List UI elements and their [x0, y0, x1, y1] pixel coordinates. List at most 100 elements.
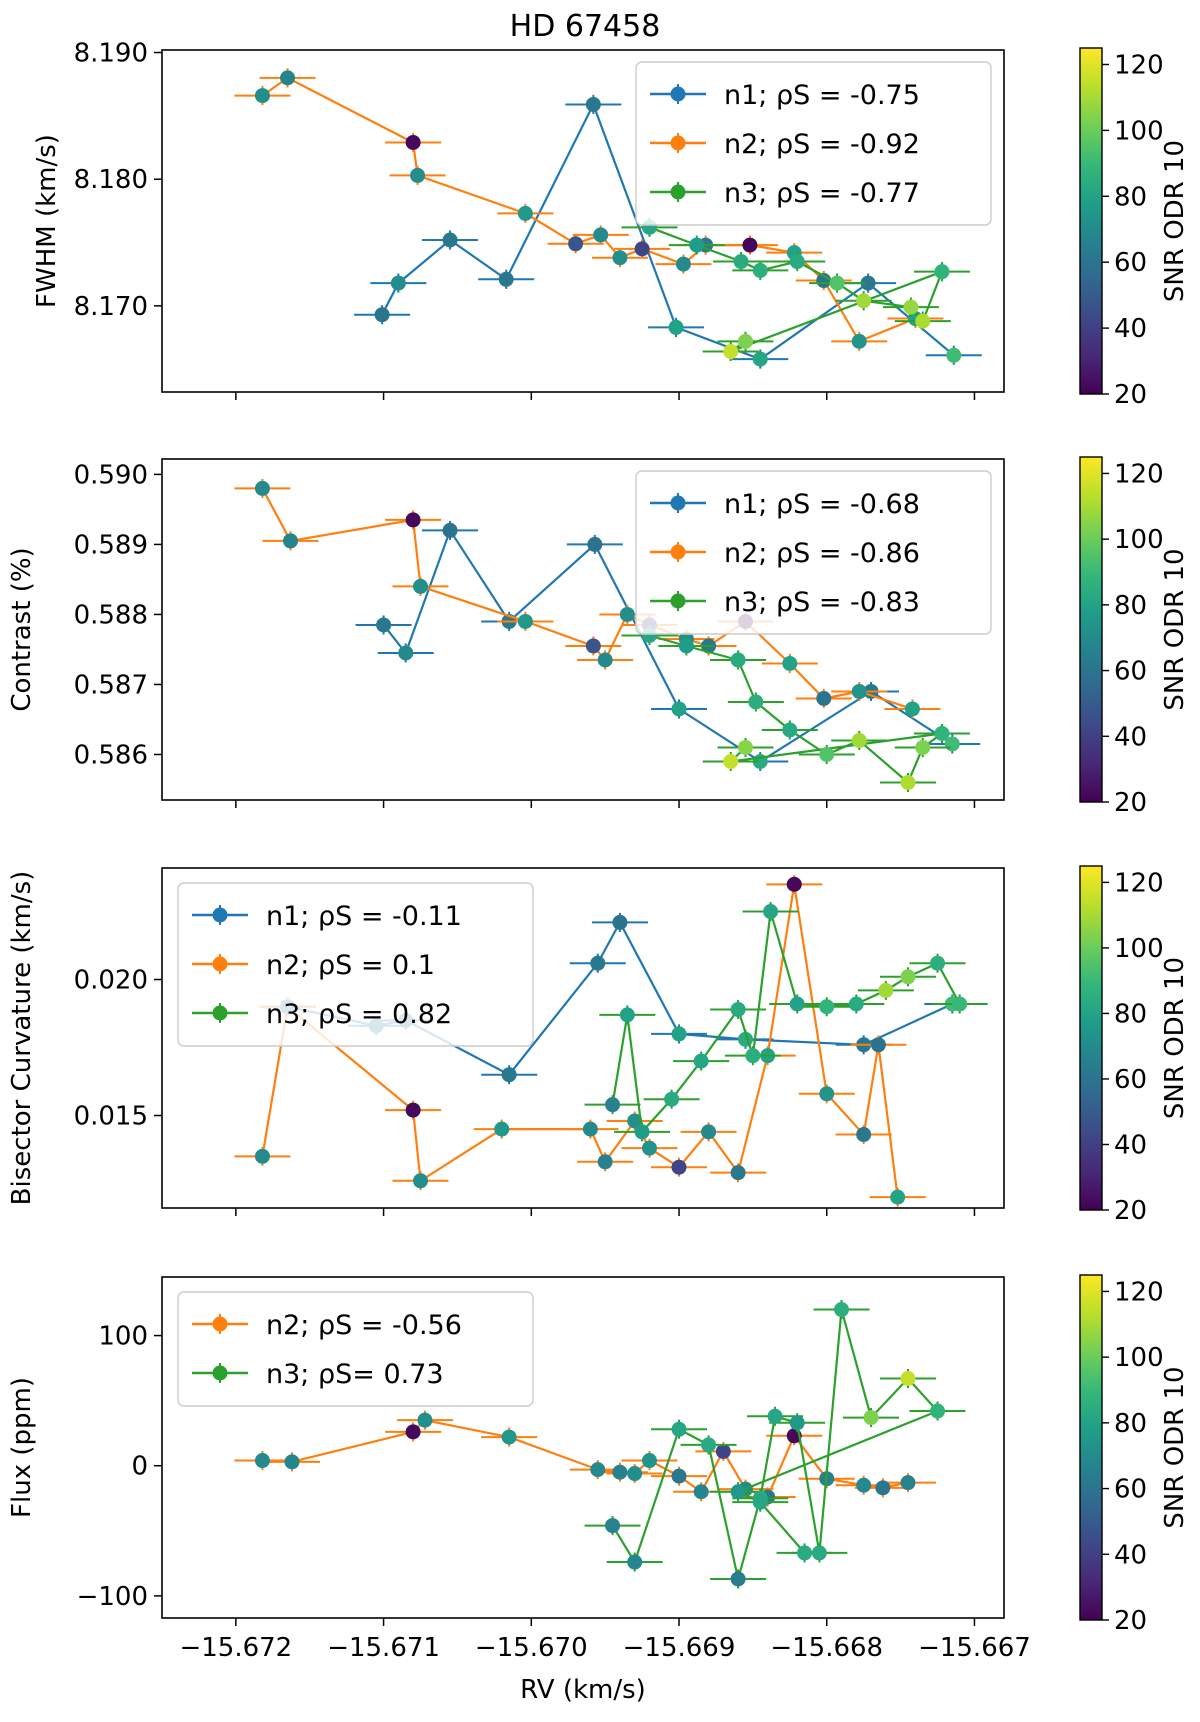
x-tick-label: −15.667	[918, 1633, 1031, 1663]
legend-marker-n2	[670, 135, 686, 151]
data-point-n3-11	[900, 1371, 916, 1387]
data-point-n1-6	[671, 1026, 687, 1042]
series-line-n3	[649, 226, 944, 353]
colorbar-tick-label: 100	[1114, 1343, 1164, 1373]
data-point-n2-14	[851, 333, 867, 349]
plot-frame	[161, 1276, 1005, 1619]
data-point-n2-1	[284, 1454, 300, 1470]
colorbar	[1079, 456, 1103, 803]
y-tick-label: 0.015	[74, 1102, 148, 1132]
data-point-n3-10	[848, 996, 864, 1012]
colorbar	[1079, 865, 1103, 1211]
data-point-n2-5	[590, 1462, 606, 1478]
legend-label-n3: n3; ρS= 0.73	[266, 1359, 444, 1390]
x-tick-label: −15.670	[475, 1633, 588, 1663]
data-point-n3-14	[752, 1494, 768, 1510]
data-point-n3-5	[829, 275, 845, 291]
data-point-n3-12	[900, 969, 916, 985]
colorbar-tick-label: 80	[1114, 999, 1147, 1029]
legend-label-n3: n3; ρS = 0.82	[266, 999, 452, 1030]
data-point-n1-0	[374, 307, 390, 323]
data-point-n2-2	[405, 134, 421, 150]
y-axis-label: Contrast (%)	[7, 547, 37, 711]
data-point-n1-2	[442, 522, 458, 538]
legend-label-n3: n3; ρS = -0.77	[724, 178, 920, 209]
colorbar-label: SNR ODR 10	[1160, 140, 1190, 302]
data-point-n3-4	[789, 254, 805, 270]
data-point-n3-11	[878, 982, 894, 998]
legend-marker-n2	[212, 956, 228, 972]
y-tick-label: 8.180	[74, 165, 148, 195]
data-point-n3-2	[733, 254, 749, 270]
data-point-n1-5	[612, 914, 628, 930]
y-axis-label: FWHM (km/s)	[32, 134, 62, 308]
y-axis-label: Flux (ppm)	[7, 1377, 37, 1518]
data-point-n2-14	[819, 1086, 835, 1102]
data-point-n1-4	[587, 536, 603, 552]
data-point-n3-3	[701, 1437, 717, 1453]
data-point-n2-15	[904, 701, 920, 717]
x-tick-label: −15.671	[327, 1633, 440, 1663]
legend-marker-n2	[670, 544, 686, 560]
data-point-n2-12	[782, 655, 798, 671]
legend-marker-n3	[670, 593, 686, 609]
colorbar-label: SNR ODR 10	[1160, 957, 1190, 1119]
y-tick-label: 0.587	[74, 670, 148, 700]
data-point-n2-17	[890, 1189, 906, 1205]
colorbar-tick-label: 120	[1114, 459, 1164, 489]
data-point-n2-7	[619, 606, 635, 622]
data-point-n2-9	[671, 1159, 687, 1175]
colorbar-tick-label: 60	[1114, 248, 1147, 278]
data-point-n2-0	[254, 480, 270, 496]
data-point-n3-10	[863, 1410, 879, 1426]
legend-marker-n3	[212, 1365, 228, 1381]
data-point-n2-7	[627, 1113, 643, 1129]
legend: n1; ρS = -0.11 n2; ρS = 0.1 n3; ρS = 0.82	[177, 882, 534, 1047]
data-point-n3-2	[634, 1124, 650, 1140]
colorbar-label: SNR ODR 10	[1160, 548, 1190, 710]
colorbar-tick-label: 100	[1114, 525, 1164, 555]
data-point-n3-9	[934, 264, 950, 280]
data-point-n3-6	[745, 1048, 761, 1064]
y-tick-label: 100	[98, 1322, 148, 1352]
colorbar-tick-label: 40	[1114, 1130, 1147, 1160]
legend-label-n2: n2; ρS = -0.92	[724, 129, 920, 160]
plot-frame	[161, 867, 1005, 1209]
data-point-n2-2	[405, 1424, 421, 1440]
data-point-n2-11	[730, 1165, 746, 1181]
x-tick-label: −15.669	[623, 1633, 736, 1663]
colorbar-tick-label: 60	[1114, 1475, 1147, 1505]
data-point-n2-15	[856, 1127, 872, 1143]
data-point-n1-3	[501, 1067, 517, 1083]
data-point-n2-7	[612, 250, 628, 266]
legend-box	[177, 1291, 534, 1407]
data-point-n2-10	[701, 1124, 717, 1140]
data-point-n1-7	[860, 275, 876, 291]
colorbar-tick-label: 80	[1114, 591, 1147, 621]
legend-marker-n1	[212, 907, 228, 923]
data-point-n3-0	[605, 1518, 621, 1534]
data-point-n2-0	[254, 1148, 270, 1164]
colorbar-tick-label: 40	[1114, 722, 1147, 752]
chart-title: HD 67458	[510, 9, 661, 44]
legend-label-n1: n1; ρS = -0.11	[266, 901, 462, 932]
y-tick-label: 0.586	[74, 740, 148, 770]
colorbar-tick-label: 20	[1114, 1606, 1147, 1636]
colorbar-tick-label: 100	[1114, 934, 1164, 964]
panel-4: −15.672 −15.671 −15.670 −15.669 −15.668 −15.6…	[7, 1274, 1190, 1705]
colorbar-tick-label: 20	[1114, 1196, 1147, 1226]
panel-1: 8.170 8.180 8.190 FWHM (km/s) 20 40 60 80 100 120…	[32, 39, 1190, 410]
data-point-n2-11	[715, 1443, 731, 1459]
data-point-n3-3	[752, 262, 768, 278]
plot-frame	[161, 458, 1005, 801]
data-point-n2-3	[413, 1173, 429, 1189]
legend-label-n1: n1; ρS = -0.75	[724, 80, 920, 111]
data-point-n2-16	[870, 1037, 886, 1053]
data-point-n2-11	[742, 237, 758, 253]
data-point-n2-7	[627, 1466, 643, 1482]
data-point-n2-3	[417, 1412, 433, 1428]
data-point-n2-4	[494, 1121, 510, 1137]
colorbar-tick-label: 120	[1114, 1277, 1164, 1307]
data-point-n3-9	[934, 725, 950, 741]
data-point-n3-7	[900, 774, 916, 790]
